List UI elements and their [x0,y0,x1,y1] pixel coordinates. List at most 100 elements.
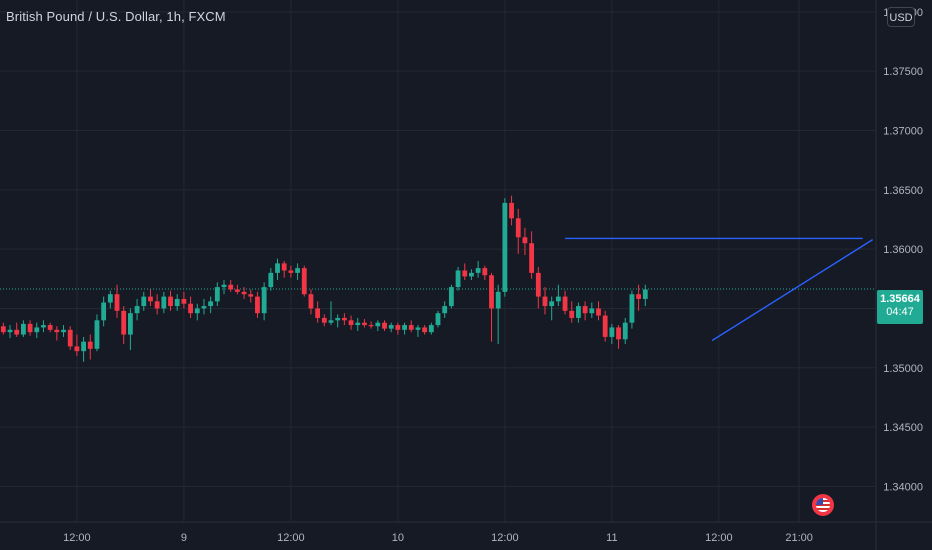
candle-body [569,310,575,318]
candle-body [428,325,434,333]
x-tick-label: 10 [392,532,404,544]
candle [422,325,428,335]
candle [194,303,200,321]
candle [27,320,33,336]
price-axis[interactable]: 1.340001.345001.350001.355001.360001.365… [883,7,923,494]
candle [408,320,414,333]
candle [335,314,341,328]
candle [475,261,481,278]
candle-body [388,325,394,329]
trend-line [711,239,874,342]
candle [502,198,508,297]
candle-body [154,301,160,309]
candle-body [415,327,421,330]
candle-body [616,327,621,340]
candle-body [0,326,6,333]
us-flag-icon[interactable] [812,494,834,516]
candle [402,322,407,335]
candle-body [589,308,595,314]
candle [622,317,628,345]
candle-body [201,306,207,309]
candle-body [261,287,267,314]
candle-body [576,306,581,318]
candle-body [214,287,220,302]
candle-body [502,202,508,292]
candle [228,279,234,292]
candle-body [188,303,193,314]
candle [61,325,66,337]
candle [348,315,354,330]
candle [114,284,120,318]
candle-body [268,272,274,288]
candle-body [636,294,642,299]
candle [509,195,514,226]
candle-body [275,263,280,273]
y-tick-label: 1.35000 [883,363,923,375]
candle-body [382,322,387,329]
candle [134,298,140,321]
candle-body [234,289,240,292]
candle-body [475,268,481,273]
candle [234,284,240,295]
candle-body [542,296,548,307]
candle-body [41,325,46,328]
candle-body [522,237,528,244]
candle [462,263,468,280]
y-tick-label: 1.37000 [883,126,923,138]
x-tick-label: 12:00 [277,532,305,544]
candle-body [422,327,428,333]
candle-body [321,317,327,323]
candle [308,289,314,315]
candle [428,322,434,335]
candle-body [295,268,300,273]
time-axis[interactable]: 12:00 9 12:00 10 12:00 11 12:00 21:00 [63,532,813,544]
candle-body [362,322,367,326]
candle-body [442,306,448,314]
candle [107,290,113,309]
candle [255,291,260,318]
candle [221,279,227,295]
candle [589,302,595,318]
candle-body [67,329,73,347]
candle [81,336,86,362]
candle-body [562,296,568,311]
x-tick-label: 9 [181,532,187,544]
candle [154,294,160,315]
candle [208,296,214,314]
currency-button[interactable]: USD [887,7,915,27]
symbol-title[interactable]: British Pound / U.S. Dollar, 1h, FXCM [6,9,226,24]
candle-body [47,325,53,330]
drawings[interactable] [565,237,874,342]
y-tick-label: 1.34500 [883,422,923,434]
candle [47,322,53,333]
candle [435,310,441,328]
candle [181,291,187,309]
candle-body [7,329,13,333]
candle [121,306,127,345]
candle-body [462,270,468,277]
candle [522,227,528,256]
candle-body [335,317,341,321]
candle-body [148,296,153,302]
candle [495,284,501,345]
candle-body [602,315,608,337]
candle-body [114,294,120,311]
candle [201,298,207,315]
candle [87,334,93,360]
candle-body [609,327,615,337]
candle [576,302,581,323]
candle-body [509,202,514,219]
candle [288,265,294,278]
candle [415,325,421,337]
candles [0,195,648,362]
candle-body [368,325,374,327]
candle-body [301,268,307,295]
candle-body [181,298,187,304]
candle [248,289,254,303]
candle-body [482,268,488,276]
candle [268,268,274,291]
candle [582,301,588,321]
candle-body [208,301,214,307]
candle-body [642,289,648,299]
